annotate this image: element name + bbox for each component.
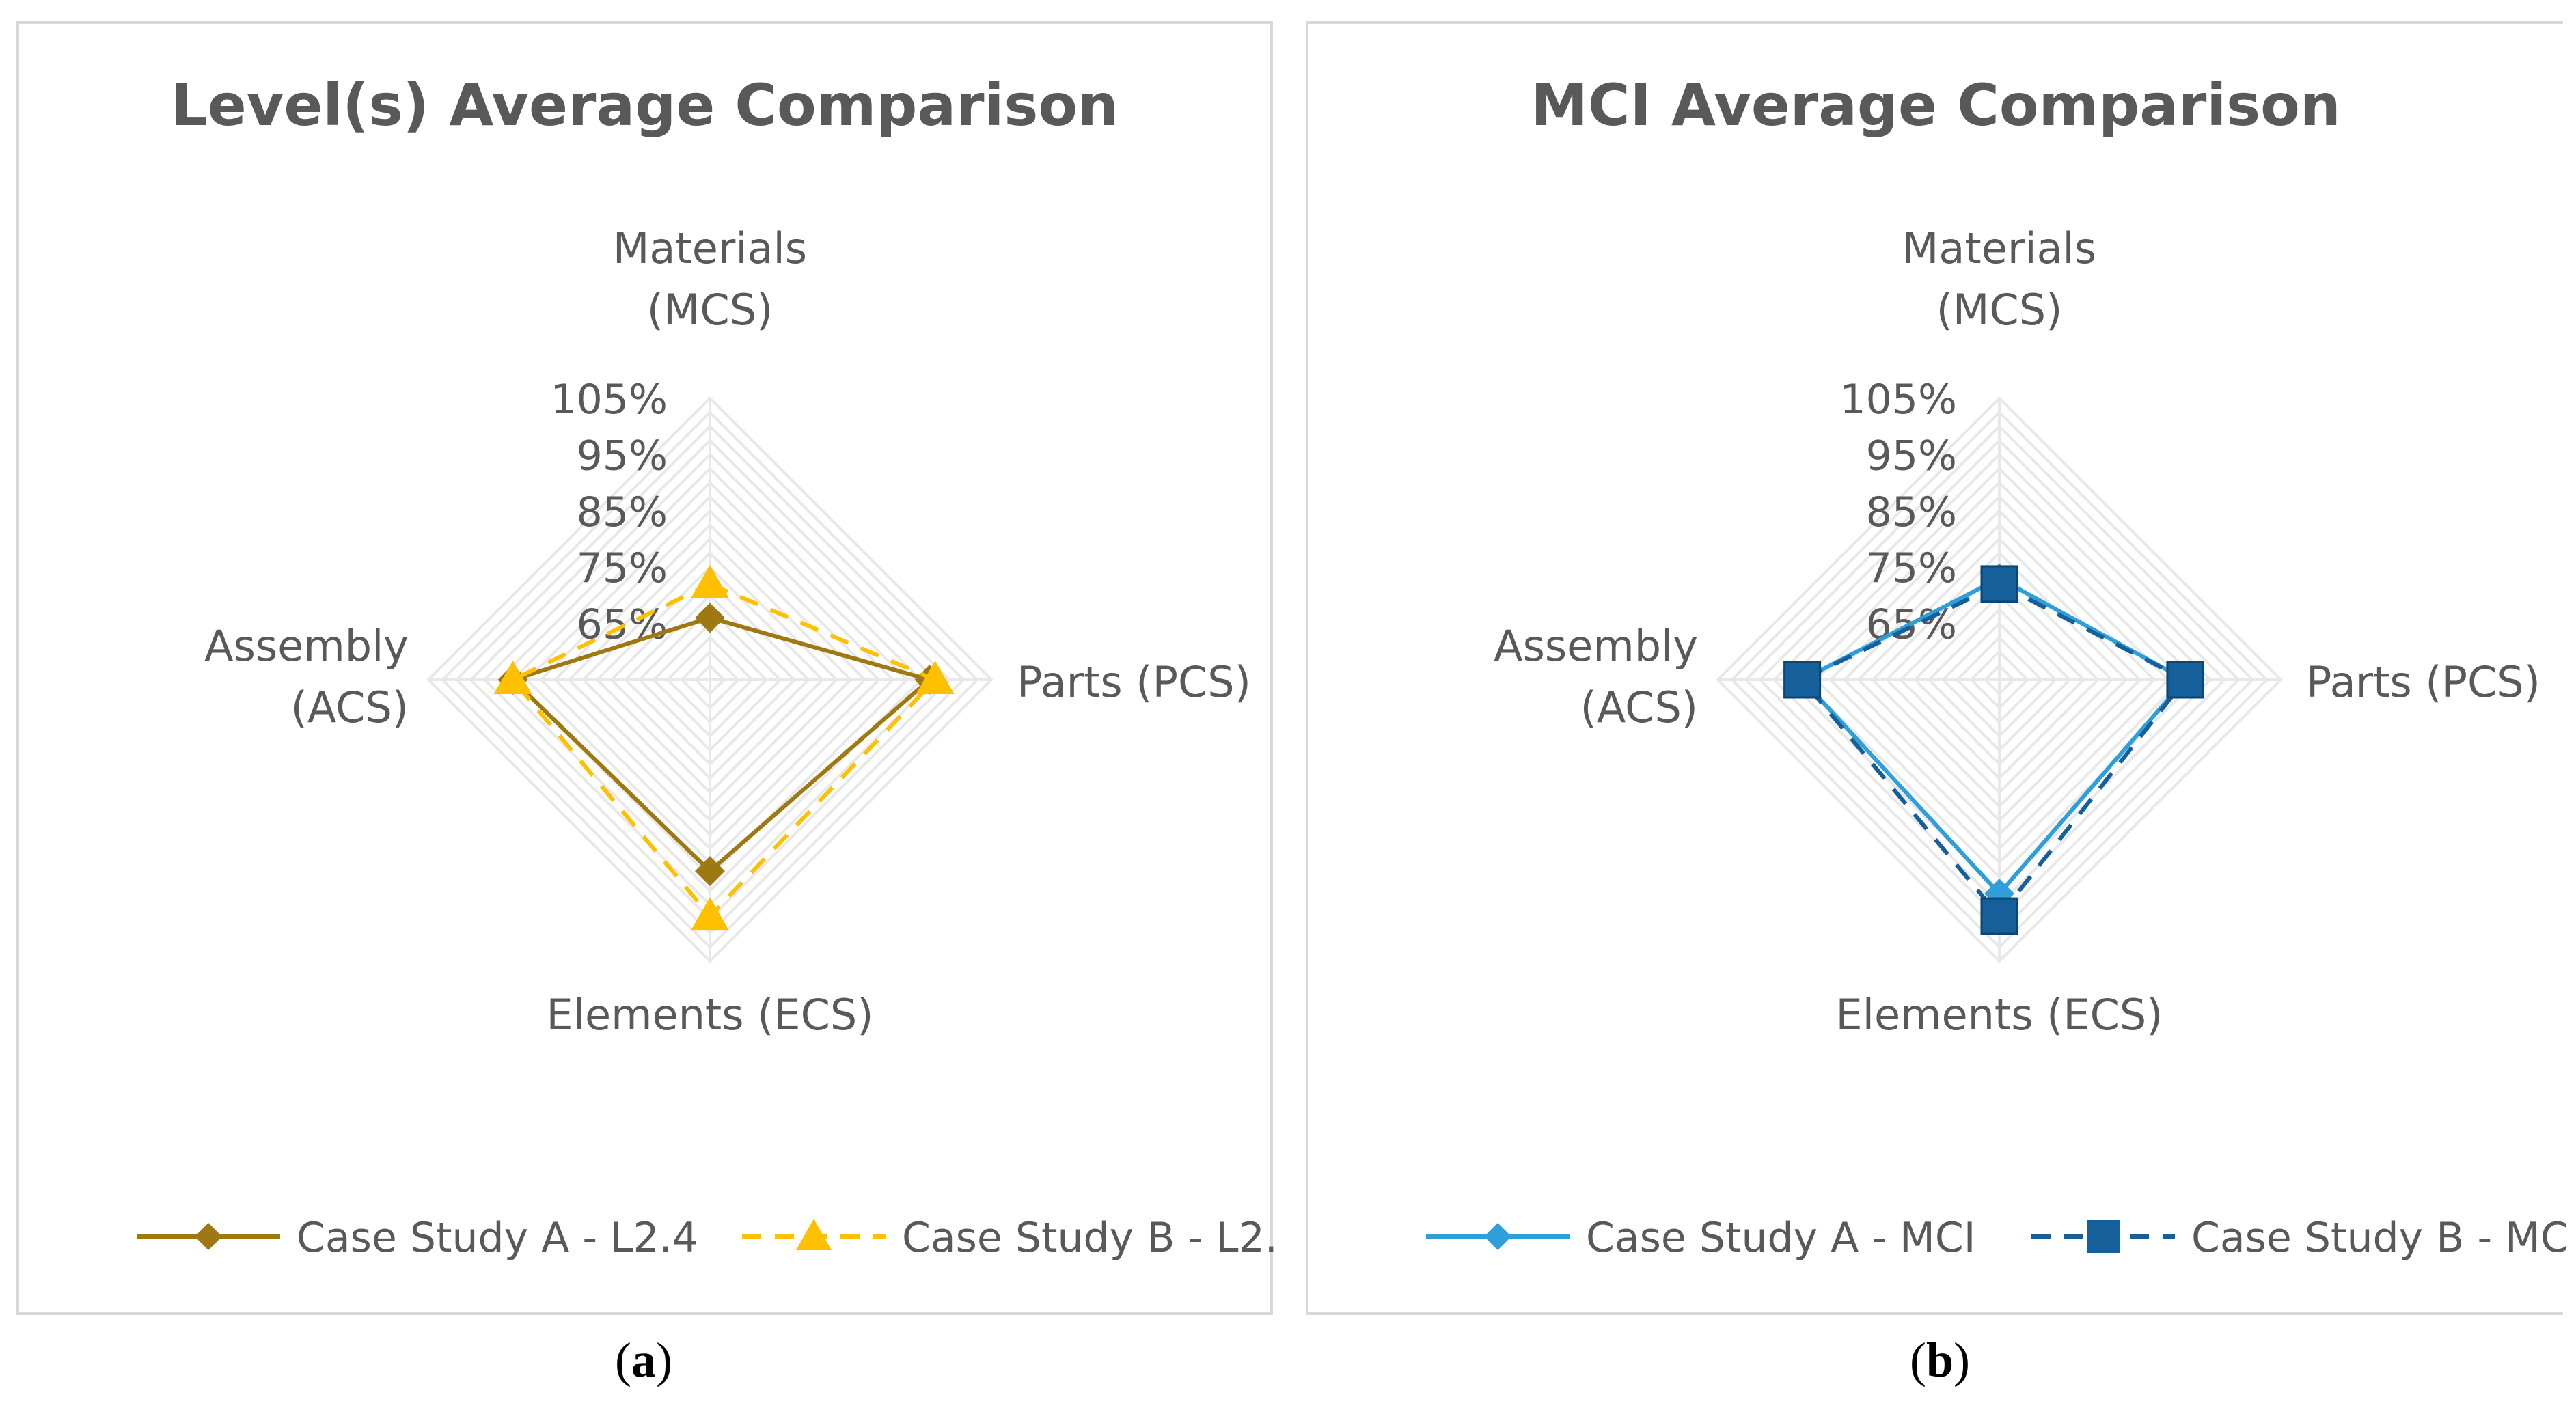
data-point <box>1980 897 2018 935</box>
tick-label: 95% <box>1866 432 1957 480</box>
caption-b: (b) <box>1910 1333 1971 1387</box>
axis-label: (ACS) <box>1580 682 1698 732</box>
axis-label: Elements (ECS) <box>1836 990 2163 1040</box>
tick-label: 95% <box>577 432 668 480</box>
chart-panel-b: MCI Average Comparison 65% 75% 85% 95% 105% M… <box>1306 21 2566 1315</box>
radar-chart-a: 65%75%85%95%105%Materials(MCS)Parts (PCS… <box>137 223 1276 1262</box>
legend-marker <box>195 1223 222 1250</box>
axis-label: Materials <box>1902 223 2096 273</box>
data-point <box>695 856 725 887</box>
axis-label: Assembly <box>204 621 409 671</box>
legend-marker <box>1484 1223 1511 1250</box>
legend-marker <box>2087 1220 2120 1253</box>
legend-label: Case Study B - L2. <box>902 1214 1276 1262</box>
axis-label: (ACS) <box>291 682 409 732</box>
axis-label: (MCS) <box>1936 285 2063 335</box>
tick-label: 75% <box>1866 544 1957 592</box>
series-b <box>1783 565 2204 935</box>
axis-label: Materials <box>613 223 807 273</box>
legend-label: Case Study A - L2.4 <box>297 1214 698 1262</box>
series-b <box>493 564 955 931</box>
data-point <box>1980 565 2018 603</box>
series-line <box>1798 581 2189 920</box>
axis-label: Parts (PCS) <box>2306 657 2540 707</box>
data-point <box>493 661 532 694</box>
legend-marker <box>796 1219 832 1250</box>
data-point <box>691 897 729 931</box>
tick-label: 105% <box>550 376 668 424</box>
chart-title: Level(s) Average Comparison <box>171 72 1119 139</box>
data-point <box>916 661 955 694</box>
axis-label: (MCS) <box>647 285 773 335</box>
series-line <box>508 616 934 874</box>
axis-label: Parts (PCS) <box>1017 657 1251 707</box>
legend-label: Case Study B - MC <box>2191 1214 2566 1262</box>
legend-label: Case Study A - MCI <box>1586 1214 1975 1262</box>
tick-label: 105% <box>1839 376 1957 424</box>
axis-label: Elements (ECS) <box>547 990 874 1040</box>
legend: Case Study A - L2.4 Case Study B - L2. <box>137 1214 1276 1262</box>
axis-label: Assembly <box>1494 621 1698 671</box>
radar-chart-b: 65%75%85%95%105%Materials(MCS)Parts (PCS… <box>1426 223 2566 1262</box>
caption-letter: b <box>1926 1333 1954 1387</box>
caption-letter: a <box>631 1333 656 1387</box>
chart-panel-a: Level(s) Average Comparison 65% 75% 85% 95%… <box>16 21 1276 1315</box>
data-point <box>695 603 725 633</box>
tick-label: 85% <box>1866 488 1957 536</box>
tick-label: 75% <box>577 544 668 592</box>
data-point <box>691 564 729 598</box>
radar-grid <box>426 396 994 963</box>
data-point <box>2166 661 2204 699</box>
chart-title: MCI Average Comparison <box>1531 72 2341 139</box>
legend: Case Study A - MCI Case Study B - MC <box>1426 1214 2566 1262</box>
tick-label: 85% <box>577 488 668 536</box>
data-point <box>1783 661 1822 699</box>
caption-a: (a) <box>615 1333 672 1387</box>
